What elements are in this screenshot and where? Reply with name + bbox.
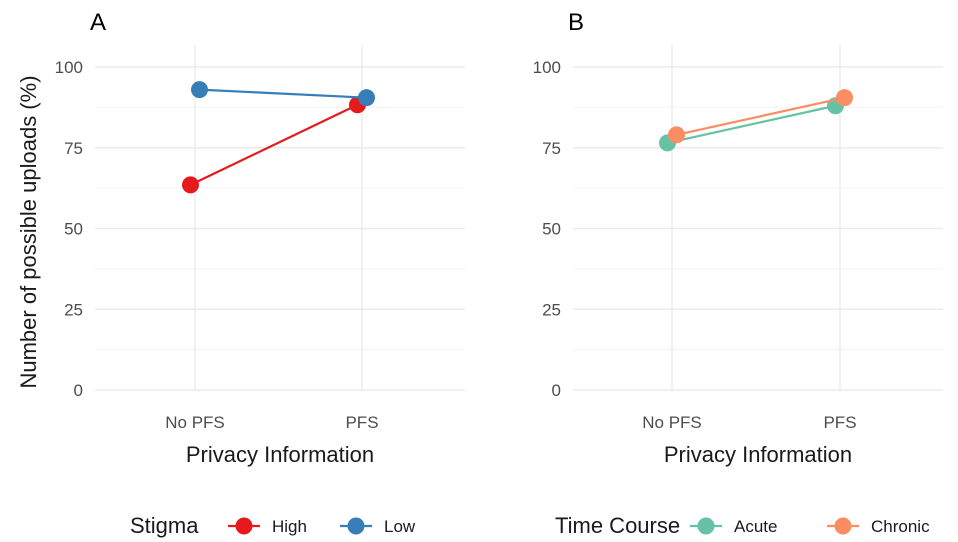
y-axis-title: Number of possible uploads (%) <box>16 75 41 388</box>
legend-title: Stigma <box>130 513 199 538</box>
grid <box>95 45 465 391</box>
legend-key-point <box>834 517 852 535</box>
x-tick-label: No PFS <box>642 413 702 432</box>
legend-label: Chronic <box>871 517 930 536</box>
y-tick-label: 25 <box>64 300 83 319</box>
legend-title: Time Course <box>555 513 680 538</box>
series <box>182 81 375 194</box>
data-point-high <box>182 176 199 194</box>
x-axis-title: Privacy Information <box>664 442 852 467</box>
data-point-chronic <box>836 89 853 107</box>
data-point-chronic <box>668 126 685 144</box>
legend-key-point <box>235 517 253 535</box>
y-tick-label: 75 <box>542 139 561 158</box>
y-tick-label: 0 <box>552 381 561 400</box>
data-point-low <box>191 81 208 99</box>
legend-label: Acute <box>734 517 777 536</box>
series-line-chronic <box>676 96 845 136</box>
panel-b: B 0 25 50 75 100 No PFS PFS Privacy Informati… <box>533 9 943 467</box>
y-tick-label: 75 <box>64 139 83 158</box>
x-tick-label: PFS <box>823 413 856 432</box>
legend-stigma: Stigma High Low <box>130 513 416 538</box>
legend-key-point <box>347 517 365 535</box>
panel-label: B <box>568 9 584 36</box>
data-point-low <box>358 89 375 107</box>
x-tick-label: PFS <box>345 413 378 432</box>
x-axis-title: Privacy Information <box>186 442 374 467</box>
x-tick-label: No PFS <box>165 413 225 432</box>
x-tick-labels: No PFS PFS <box>165 413 378 432</box>
panel-label: A <box>90 9 106 36</box>
legend-time-course: Time Course Acute Chronic <box>555 513 930 538</box>
y-tick-label: 25 <box>542 300 561 319</box>
y-tick-labels: 0 25 50 75 100 <box>55 58 83 400</box>
y-tick-label: 50 <box>542 220 561 239</box>
y-tick-label: 50 <box>64 220 83 239</box>
grid <box>573 45 943 391</box>
series-line-high <box>190 103 358 186</box>
legend-label: High <box>272 517 307 536</box>
y-tick-label: 100 <box>533 58 561 77</box>
series-line-acute <box>667 104 836 144</box>
legend-label: Low <box>384 517 416 536</box>
legend-key-point <box>697 517 715 535</box>
series-line-low <box>199 88 367 99</box>
y-tick-label: 100 <box>55 58 83 77</box>
panel-a: A 0 25 50 75 100 No PFS PFS Privacy Informati… <box>55 9 465 467</box>
y-tick-labels: 0 25 50 75 100 <box>533 58 561 400</box>
series <box>659 89 853 152</box>
y-tick-label: 0 <box>74 381 83 400</box>
x-tick-labels: No PFS PFS <box>642 413 856 432</box>
